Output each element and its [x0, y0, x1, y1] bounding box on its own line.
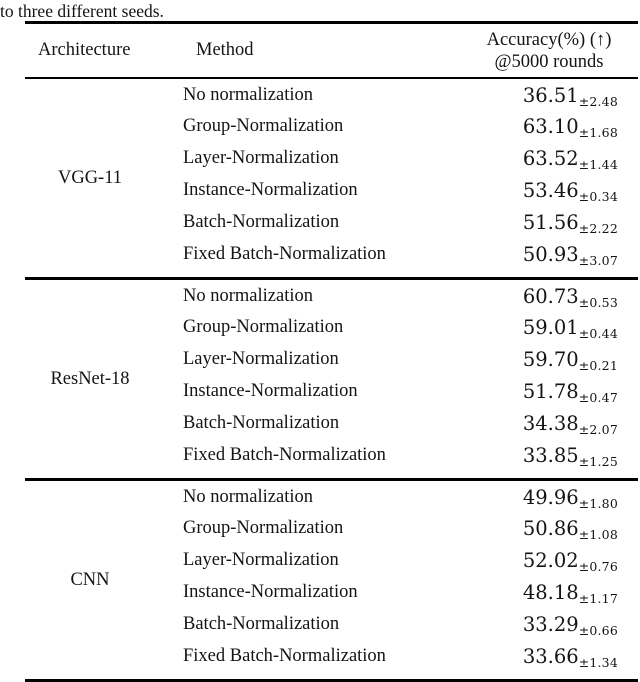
accuracy-cell: 59.70±0.21 [522, 348, 618, 374]
accuracy-cell: 34.38±2.07 [522, 411, 618, 437]
accuracy-cell: 53.46±0.34 [522, 179, 618, 205]
accuracy-cell: 49.96±1.80 [522, 485, 618, 511]
method-cell: Fixed Batch-Normalization [183, 243, 386, 264]
std-dev: ±1.44 [578, 157, 618, 173]
table-header-row: Architecture Method Accuracy(%) (↑) @500… [25, 24, 638, 77]
header-accuracy-line2: @5000 rounds [494, 51, 604, 72]
method-cell: Batch-Normalization [183, 412, 340, 433]
table-row: Fixed Batch-Normalization 50.93±3.07 [183, 242, 638, 274]
std-dev: ±1.17 [578, 591, 618, 607]
table-row: Group-Normalization 63.10±1.68 [183, 114, 638, 146]
table-row: Instance-Normalization 53.46±0.34 [183, 178, 638, 210]
method-cell: Group-Normalization [183, 518, 344, 539]
accuracy-cell: 60.73±0.53 [522, 284, 618, 310]
accuracy-cell: 51.56±2.22 [522, 210, 618, 236]
table-row: No normalization 49.96±1.80 [183, 485, 638, 517]
std-dev: ±0.44 [578, 326, 618, 342]
accuracy-cell: 50.86±1.08 [522, 517, 618, 543]
std-dev: ±0.21 [578, 358, 618, 374]
method-cell: Layer-Normalization [183, 550, 339, 571]
method-cell: Instance-Normalization [183, 381, 358, 402]
header-architecture: Architecture [38, 40, 131, 60]
std-dev: ±1.25 [578, 453, 618, 469]
accuracy-cell: 33.66±1.34 [522, 644, 618, 670]
accuracy-cell: 51.78±0.47 [522, 380, 618, 406]
method-cell: No normalization [183, 84, 313, 105]
accuracy-cell: 52.02±0.76 [522, 549, 618, 575]
top-rule [25, 21, 638, 24]
accuracy-cell: 63.52±1.44 [522, 147, 618, 173]
caption-fragment: to three different seeds. [0, 1, 164, 21]
architecture-label: CNN [70, 569, 110, 590]
method-cell: No normalization [183, 486, 313, 507]
std-dev: ±0.47 [578, 390, 618, 406]
method-cell: Group-Normalization [183, 317, 344, 338]
method-cell: Batch-Normalization [183, 613, 340, 634]
std-dev: ±1.68 [578, 125, 618, 141]
table-row: Fixed Batch-Normalization 33.85±1.25 [183, 443, 638, 475]
header-method: Method [196, 40, 254, 60]
table-row: Instance-Normalization 51.78±0.47 [183, 379, 638, 411]
std-dev: ±2.48 [578, 93, 618, 109]
group-vgg11: VGG-11 No normalization 36.51±2.48 Group… [25, 79, 638, 278]
header-accuracy: Accuracy(%) (↑) @5000 rounds [460, 29, 638, 73]
accuracy-cell: 63.10±1.68 [522, 115, 618, 141]
std-dev: ±0.34 [578, 189, 618, 205]
architecture-label: ResNet-18 [50, 368, 130, 389]
table-row: Batch-Normalization 33.29±0.66 [183, 612, 638, 644]
table-row: Group-Normalization 50.86±1.08 [183, 516, 638, 548]
group-resnet18: ResNet-18 No normalization 60.73±0.53 Gr… [25, 280, 638, 479]
header-rule [25, 76, 638, 79]
table-row: Fixed Batch-Normalization 33.66±1.34 [183, 644, 638, 676]
header-accuracy-line1: Accuracy(%) (↑) [486, 29, 612, 50]
method-cell: No normalization [183, 285, 313, 306]
group-cnn: CNN No normalization 49.96±1.80 Group-No… [25, 481, 638, 680]
accuracy-cell: 33.29±0.66 [522, 612, 618, 638]
table-row: Batch-Normalization 51.56±2.22 [183, 210, 638, 242]
method-cell: Fixed Batch-Normalization [183, 444, 386, 465]
architecture-label: VGG-11 [57, 167, 123, 188]
std-dev: ±0.76 [578, 559, 618, 575]
table-row: No normalization 60.73±0.53 [183, 284, 638, 316]
table-row: Layer-Normalization 59.70±0.21 [183, 347, 638, 379]
std-dev: ±0.53 [578, 294, 618, 310]
results-table: Architecture Method Accuracy(%) (↑) @500… [25, 21, 638, 682]
std-dev: ±1.34 [578, 654, 618, 670]
std-dev: ±3.07 [578, 252, 618, 268]
accuracy-cell: 36.51±2.48 [522, 83, 618, 109]
table-row: Layer-Normalization 52.02±0.76 [183, 548, 638, 580]
std-dev: ±0.66 [578, 622, 618, 638]
std-dev: ±2.22 [578, 220, 618, 236]
accuracy-cell: 59.01±0.44 [522, 316, 618, 342]
method-cell: Instance-Normalization [183, 582, 358, 603]
method-cell: Layer-Normalization [183, 148, 339, 169]
table-row: Batch-Normalization 34.38±2.07 [183, 411, 638, 443]
accuracy-cell: 33.85±1.25 [522, 443, 618, 469]
std-dev: ±1.08 [578, 527, 618, 543]
method-cell: Batch-Normalization [183, 211, 340, 232]
table-row: Layer-Normalization 63.52±1.44 [183, 146, 638, 178]
group-separator-rule [25, 277, 638, 280]
table-row: Group-Normalization 59.01±0.44 [183, 315, 638, 347]
method-cell: Group-Normalization [183, 116, 344, 137]
std-dev: ±1.80 [578, 495, 618, 511]
method-cell: Fixed Batch-Normalization [183, 645, 386, 666]
accuracy-cell: 48.18±1.17 [522, 581, 618, 607]
table-row: Instance-Normalization 48.18±1.17 [183, 580, 638, 612]
table-row: No normalization 36.51±2.48 [183, 83, 638, 115]
std-dev: ±2.07 [578, 421, 618, 437]
method-cell: Instance-Normalization [183, 180, 358, 201]
group-separator-rule [25, 478, 638, 481]
method-cell: Layer-Normalization [183, 349, 339, 370]
accuracy-cell: 50.93±3.07 [522, 242, 618, 268]
